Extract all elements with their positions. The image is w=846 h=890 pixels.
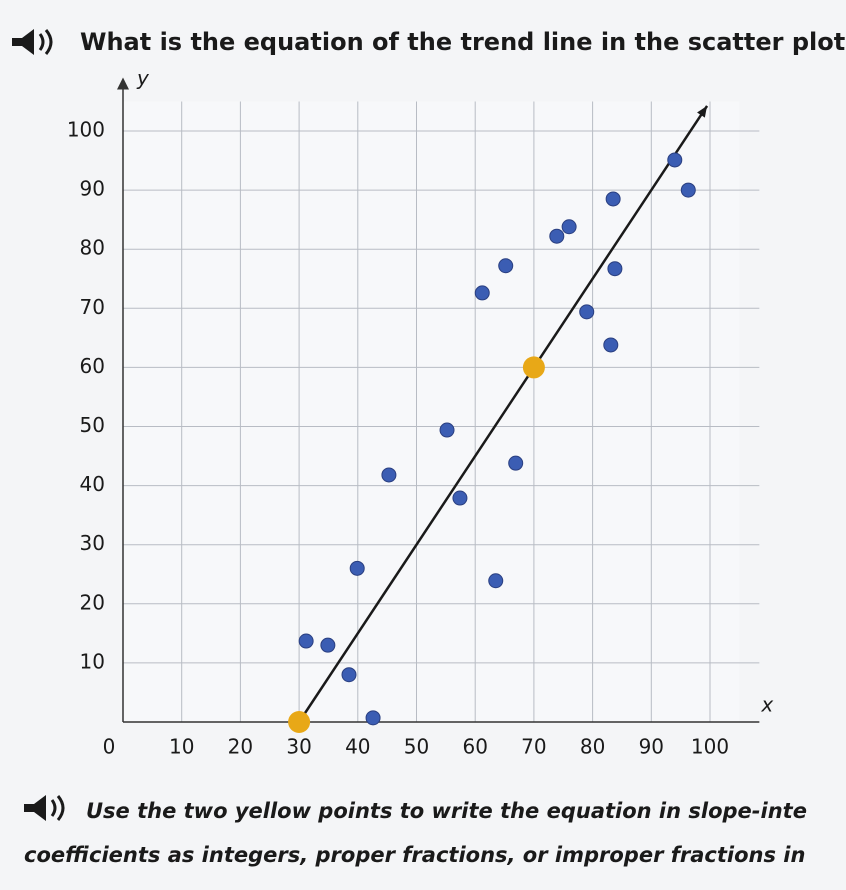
x-tick-label: 60 [462, 735, 487, 759]
x-tick-label: 70 [521, 735, 546, 759]
point [680, 182, 696, 198]
point [320, 637, 336, 653]
point [667, 152, 683, 168]
y-tick-label: 10 [80, 649, 105, 673]
point [381, 467, 397, 483]
plot-area [123, 101, 740, 722]
question: What is the equation of the trend line i… [80, 28, 846, 56]
instruction: Use the two yellow points to write the e… [86, 799, 807, 823]
y-tick-label: 20 [80, 590, 105, 614]
highlight-point [288, 711, 311, 733]
x-tick-label: 50 [404, 735, 429, 759]
instruction: coefficients as integers, proper fractio… [24, 843, 805, 867]
x-tick-label: 100 [691, 735, 729, 759]
point [605, 191, 621, 207]
point [549, 228, 565, 244]
point [349, 560, 365, 576]
x-tick-label: 90 [639, 735, 664, 759]
point [561, 219, 577, 235]
y-tick-label: 90 [80, 177, 105, 201]
y-tick-label: 30 [80, 531, 105, 555]
point [508, 455, 524, 471]
x-tick-label: 20 [228, 735, 253, 759]
point [439, 422, 455, 438]
point [579, 304, 595, 320]
point [452, 490, 468, 506]
y-axis-arrow [117, 77, 129, 90]
highlight-point [522, 356, 545, 379]
x-tick-label: 0 [103, 735, 116, 759]
y-tick-label: 50 [80, 413, 105, 437]
point [603, 337, 619, 353]
trend-arrow [697, 105, 708, 118]
x-axis-label: x [760, 693, 773, 717]
x-tick-label: 80 [580, 735, 605, 759]
point [607, 261, 623, 277]
speaker-icon[interactable] [12, 29, 53, 55]
x-tick-label: 30 [286, 735, 311, 759]
y-tick-label: 40 [80, 472, 105, 496]
point [341, 667, 357, 683]
x-tick-label: 40 [345, 735, 370, 759]
point [298, 633, 314, 649]
y-tick-label: 60 [80, 354, 105, 378]
point [488, 573, 504, 589]
x-tick-label: 10 [169, 735, 194, 759]
point [474, 285, 490, 301]
point [365, 710, 381, 726]
y-tick-label: 80 [80, 236, 105, 260]
speaker-icon[interactable] [24, 795, 65, 821]
y-axis-label: y [136, 66, 150, 90]
trend-line [298, 105, 709, 723]
point [498, 258, 514, 274]
y-tick-label: 70 [80, 295, 105, 319]
y-tick-label: 100 [67, 118, 105, 142]
